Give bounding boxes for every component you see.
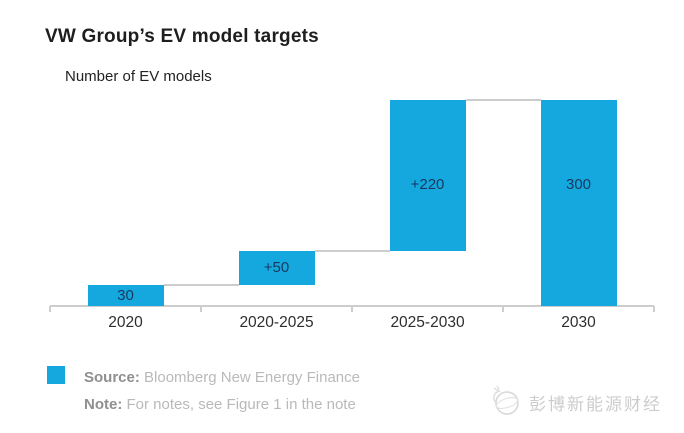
waterfall-bar bbox=[87, 285, 164, 306]
x-axis-category-label: 2020-2025 bbox=[239, 314, 314, 331]
source-text: Bloomberg New Energy Finance bbox=[139, 369, 360, 386]
x-axis-tick bbox=[653, 306, 655, 312]
watermark: 彭博新能源财经 bbox=[490, 382, 662, 423]
bar-value-label: +50 bbox=[263, 258, 290, 276]
waterfall-connector bbox=[314, 250, 390, 253]
bar-value-label: +220 bbox=[410, 176, 445, 193]
x-axis-tick bbox=[502, 306, 504, 312]
x-axis-category-label: 2030 bbox=[561, 314, 596, 331]
x-axis-tick bbox=[49, 306, 51, 312]
x-axis-category-label: 2025-2030 bbox=[390, 314, 465, 331]
source-note-block: Source: Bloomberg New Energy Finance Not… bbox=[84, 364, 504, 418]
watermark-text: 彭博新能源财经 bbox=[529, 395, 662, 414]
waterfall-bar bbox=[540, 100, 617, 306]
bar-value-label: 300 bbox=[565, 176, 592, 193]
waterfall-connector bbox=[163, 284, 239, 287]
legend-swatch bbox=[47, 366, 65, 384]
x-axis-tick bbox=[200, 306, 202, 312]
waterfall-bar bbox=[238, 251, 315, 286]
globe-sketch-icon bbox=[490, 382, 522, 423]
chart-title: VW Group’s EV model targets bbox=[45, 26, 319, 47]
x-axis-category-label: 2020 bbox=[108, 314, 143, 331]
source-label: Source: bbox=[84, 369, 140, 386]
waterfall-connector bbox=[465, 99, 541, 101]
x-axis-tick bbox=[351, 306, 353, 312]
source-line: Source: Bloomberg New Energy Finance bbox=[84, 364, 504, 391]
note-text: For notes, see Figure 1 in the note bbox=[122, 396, 356, 413]
bar-value-label: 30 bbox=[117, 286, 134, 304]
note-label: Note: bbox=[84, 396, 123, 413]
y-axis-label: Number of EV models bbox=[65, 68, 212, 85]
note-line: Note: For notes, see Figure 1 in the not… bbox=[84, 391, 504, 418]
waterfall-bar bbox=[389, 100, 466, 252]
